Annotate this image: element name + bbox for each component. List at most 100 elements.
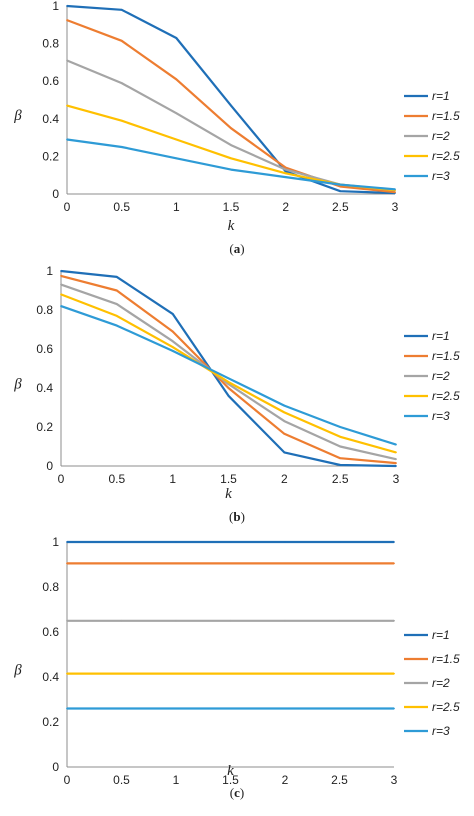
- data-point: [230, 168, 232, 171]
- y-tick-label: 0.2: [42, 149, 59, 163]
- y-tick-label: 0.4: [42, 670, 59, 684]
- chart-panel-a: 0 0.2 0.4 0.6 0.8 1 0 0.5 1 1.5 2 2.5 3 β k r=1 r=1.5 r=2…: [13, 0, 460, 256]
- data-point: [115, 314, 118, 317]
- data-point: [66, 19, 68, 21]
- series-line-r=1: [60, 269, 397, 468]
- data-point: [339, 464, 342, 466]
- y-tick-label: 1: [52, 0, 59, 13]
- x-tick-label: 3: [392, 200, 399, 214]
- data-point: [284, 672, 286, 675]
- legend-label: r=1.5: [432, 652, 460, 666]
- data-point: [115, 324, 118, 327]
- data-point: [171, 330, 174, 333]
- x-axis-label: k: [225, 486, 232, 502]
- data-point: [393, 541, 395, 543]
- data-point: [284, 176, 287, 178]
- data-point: [227, 377, 230, 380]
- legend-label: r=2: [432, 129, 450, 143]
- data-point: [339, 183, 342, 186]
- y-tick-label: 0.6: [42, 74, 59, 88]
- data-point: [338, 707, 341, 710]
- series-line-r=2: [60, 283, 397, 461]
- data-point: [339, 457, 342, 460]
- x-tick-label: 2.5: [332, 200, 349, 214]
- data-point: [395, 462, 397, 464]
- data-point: [60, 283, 62, 286]
- data-point: [60, 274, 62, 277]
- data-point: [120, 619, 123, 622]
- data-point: [395, 465, 397, 467]
- y-tick-label: 0: [52, 760, 59, 774]
- data-point: [175, 619, 177, 622]
- data-point: [171, 350, 174, 352]
- data-point: [120, 146, 123, 148]
- legend-label: r=1.5: [432, 349, 460, 363]
- series-line-r=2.5: [66, 104, 396, 192]
- data-point: [395, 458, 397, 461]
- data-point: [394, 191, 396, 194]
- data-point: [120, 8, 123, 11]
- caption-close: ): [240, 785, 244, 800]
- x-tick-label: 2.5: [332, 472, 349, 486]
- data-point: [115, 275, 118, 278]
- data-point: [338, 619, 341, 622]
- data-point: [175, 562, 177, 565]
- x-tick-label: 1.5: [223, 200, 240, 214]
- data-point: [115, 303, 118, 306]
- data-point: [66, 541, 68, 543]
- data-point: [175, 138, 178, 141]
- data-point: [284, 172, 287, 175]
- series-line-r=1: [66, 4, 396, 195]
- y-tick-label: 0: [46, 459, 53, 473]
- data-point: [230, 157, 232, 160]
- panel-caption: (a): [229, 241, 244, 256]
- caption-letter: a: [234, 241, 241, 256]
- x-tick-label: 3: [391, 773, 398, 787]
- legend-label: r=2: [432, 676, 450, 690]
- data-point: [284, 166, 287, 169]
- y-tick-label: 0.4: [42, 112, 59, 126]
- x-tick-label: 1.5: [220, 472, 237, 486]
- data-point: [394, 188, 396, 191]
- data-point: [120, 707, 123, 710]
- y-tick-label: 0.2: [36, 420, 53, 434]
- x-tick-label: 0.5: [113, 773, 130, 787]
- data-point: [393, 619, 395, 622]
- x-tick-label: 0.5: [108, 472, 125, 486]
- data-point: [115, 289, 118, 292]
- data-point: [284, 707, 286, 710]
- data-point: [60, 293, 62, 296]
- data-point: [175, 672, 177, 675]
- y-tick-label: 0: [52, 187, 59, 201]
- data-point: [171, 313, 174, 315]
- data-point: [339, 435, 342, 438]
- data-point: [227, 387, 230, 389]
- data-point: [395, 451, 397, 454]
- data-point: [227, 381, 230, 384]
- data-point: [283, 404, 286, 407]
- data-point: [229, 541, 232, 543]
- data-point: [230, 127, 232, 130]
- legend-label: r=1.5: [432, 109, 460, 123]
- data-point: [283, 451, 286, 454]
- data-point: [229, 619, 232, 622]
- y-tick-label: 0.8: [42, 37, 59, 51]
- data-point: [120, 119, 123, 122]
- data-point: [283, 432, 286, 435]
- y-tick-label: 0.8: [36, 303, 53, 317]
- y-tick-label: 0.2: [42, 715, 59, 729]
- data-point: [120, 672, 123, 675]
- data-point: [284, 168, 287, 171]
- data-point: [175, 707, 177, 710]
- data-point: [229, 562, 232, 565]
- caption-letter: c: [234, 785, 240, 800]
- data-point: [283, 411, 286, 414]
- data-point: [120, 541, 123, 543]
- y-tick-label: 0.6: [36, 342, 53, 356]
- data-point: [66, 619, 68, 622]
- series-line-r=1.5: [60, 274, 397, 465]
- data-point: [175, 112, 178, 115]
- data-point: [338, 672, 341, 675]
- data-point: [227, 394, 230, 397]
